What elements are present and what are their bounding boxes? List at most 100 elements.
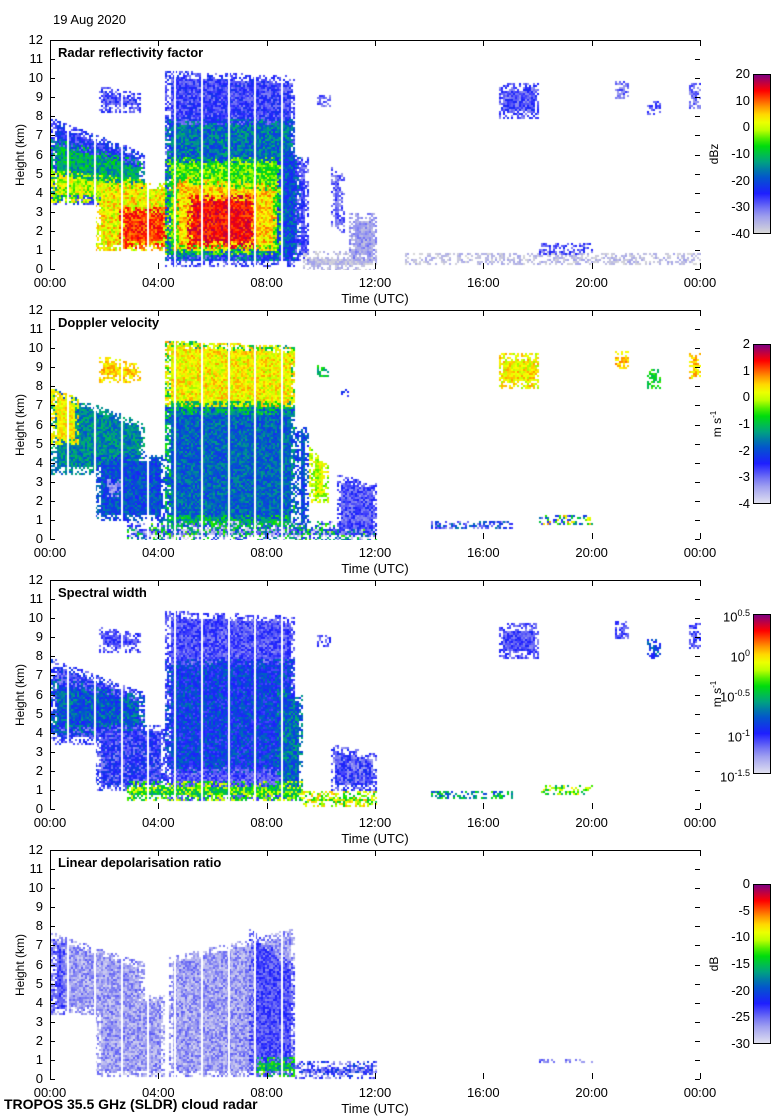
y-tick-mark xyxy=(50,174,55,175)
colorbar-unit: dBz xyxy=(707,143,721,165)
y-tick-mark xyxy=(50,444,55,445)
y-tick-label: 8 xyxy=(35,648,43,664)
y-tick-mark xyxy=(50,1079,55,1080)
y-tick-mark xyxy=(50,695,55,696)
colorbar-tick-label: 0 xyxy=(742,119,750,135)
x-tick-label: 08:00 xyxy=(250,545,283,560)
y-tick-mark xyxy=(695,405,700,406)
y-tick-mark xyxy=(695,116,700,117)
colorbar-tick-label: 100 xyxy=(698,647,750,663)
y-tick-label: 8 xyxy=(35,378,43,394)
y-tick-mark xyxy=(695,135,700,136)
y-tick-label: 10 xyxy=(28,340,43,356)
y-tick-mark xyxy=(50,907,55,908)
y-tick-mark xyxy=(695,926,700,927)
x-tick-mark xyxy=(267,310,268,316)
y-tick-mark xyxy=(50,135,55,136)
instrument-label: TROPOS 35.5 GHz (SLDR) cloud radar xyxy=(4,1096,258,1112)
colorbar-tick-label: 10-1.5 xyxy=(698,767,750,783)
y-tick-label: 3 xyxy=(35,473,43,489)
y-tick-label: 6 xyxy=(35,956,43,972)
y-tick-mark xyxy=(695,329,700,330)
y-tick-mark xyxy=(695,809,700,810)
y-tick-mark xyxy=(695,539,700,540)
y-tick-mark xyxy=(695,790,700,791)
y-tick-mark xyxy=(50,269,55,270)
y-tick-mark xyxy=(695,984,700,985)
y-tick-mark xyxy=(50,97,55,98)
panel-title: Linear depolarisation ratio xyxy=(58,855,222,870)
x-tick-mark xyxy=(483,803,484,809)
colorbar-tick-label: 100.5 xyxy=(698,607,750,623)
x-tick-mark xyxy=(483,1073,484,1079)
y-tick-mark xyxy=(50,1022,55,1023)
x-tick-mark xyxy=(375,263,376,269)
y-tick-mark xyxy=(695,714,700,715)
colorbar xyxy=(753,74,771,234)
y-tick-mark xyxy=(50,405,55,406)
x-tick-label: 12:00 xyxy=(358,1085,392,1100)
x-tick-mark xyxy=(700,40,701,46)
y-tick-mark xyxy=(50,59,55,60)
y-tick-label: 12 xyxy=(28,842,43,857)
x-tick-label: 00:00 xyxy=(683,1085,717,1100)
y-tick-mark xyxy=(695,59,700,60)
x-tick-label: 12:00 xyxy=(358,815,392,830)
x-tick-mark xyxy=(592,580,593,586)
y-tick-mark xyxy=(695,425,700,426)
colorbar-tick-label: 10-1 xyxy=(698,727,750,743)
x-tick-label: 00:00 xyxy=(33,275,67,290)
colorbar-tick-label: 0 xyxy=(742,876,750,891)
y-tick-mark xyxy=(695,695,700,696)
x-tick-mark xyxy=(375,40,376,46)
y-tick-mark xyxy=(50,675,55,676)
colorbar-tick-label: -20 xyxy=(731,982,750,998)
y-tick-label: 12 xyxy=(28,302,43,317)
y-tick-mark xyxy=(50,733,55,734)
x-tick-label: 20:00 xyxy=(575,1085,608,1100)
x-tick-mark xyxy=(700,850,701,856)
x-tick-mark xyxy=(483,580,484,586)
colorbar-tick-base: 10 xyxy=(723,609,738,625)
y-tick-label: 9 xyxy=(35,899,43,915)
heatmap-canvas xyxy=(51,851,701,1080)
x-tick-label: 00:00 xyxy=(33,815,67,830)
y-tick-mark xyxy=(695,945,700,946)
y-tick-mark xyxy=(695,250,700,251)
y-tick-label: 9 xyxy=(35,629,43,645)
x-tick-mark xyxy=(592,263,593,269)
x-tick-mark xyxy=(50,1073,51,1079)
x-tick-label: 20:00 xyxy=(575,545,608,560)
y-tick-mark xyxy=(695,1003,700,1004)
colorbar-tick-label: -4 xyxy=(738,496,750,511)
y-tick-mark xyxy=(50,231,55,232)
y-tick-mark xyxy=(50,945,55,946)
colorbar xyxy=(753,884,771,1044)
y-tick-mark xyxy=(50,965,55,966)
panel-title: Radar reflectivity factor xyxy=(58,45,204,60)
y-tick-mark xyxy=(695,1041,700,1042)
y-tick-label: 2 xyxy=(35,492,43,508)
y-tick-mark xyxy=(695,1022,700,1023)
plot-area: Radar reflectivity factor xyxy=(50,40,701,270)
y-tick-label: 0 xyxy=(35,261,43,276)
y-tick-mark xyxy=(695,269,700,270)
y-tick-mark xyxy=(50,116,55,117)
x-tick-label: 04:00 xyxy=(142,815,175,830)
y-tick-mark xyxy=(50,809,55,810)
x-tick-mark xyxy=(483,263,484,269)
x-tick-mark xyxy=(267,263,268,269)
y-tick-label: 5 xyxy=(35,705,43,721)
x-tick-mark xyxy=(700,310,701,316)
colorbar-tick-label: -2 xyxy=(738,442,750,458)
x-tick-mark xyxy=(592,310,593,316)
y-tick-mark xyxy=(695,501,700,502)
y-tick-label: 6 xyxy=(35,146,43,162)
x-tick-mark xyxy=(592,40,593,46)
x-tick-mark xyxy=(700,263,701,269)
x-tick-label: 08:00 xyxy=(250,815,283,830)
colorbar-tick-label: 1 xyxy=(742,362,750,378)
colorbar-unit-label: m s-1 xyxy=(707,664,724,724)
y-tick-mark xyxy=(50,40,55,41)
y-tick-label: 1 xyxy=(35,241,43,257)
